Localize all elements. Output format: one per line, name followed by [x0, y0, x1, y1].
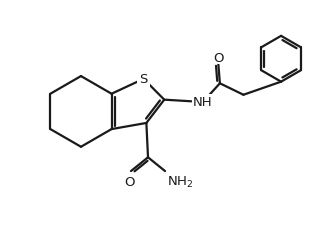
Text: NH$_2$: NH$_2$	[167, 174, 193, 189]
Text: O: O	[213, 52, 224, 64]
Text: S: S	[139, 73, 148, 86]
Text: O: O	[124, 175, 135, 188]
Text: NH: NH	[193, 96, 212, 108]
